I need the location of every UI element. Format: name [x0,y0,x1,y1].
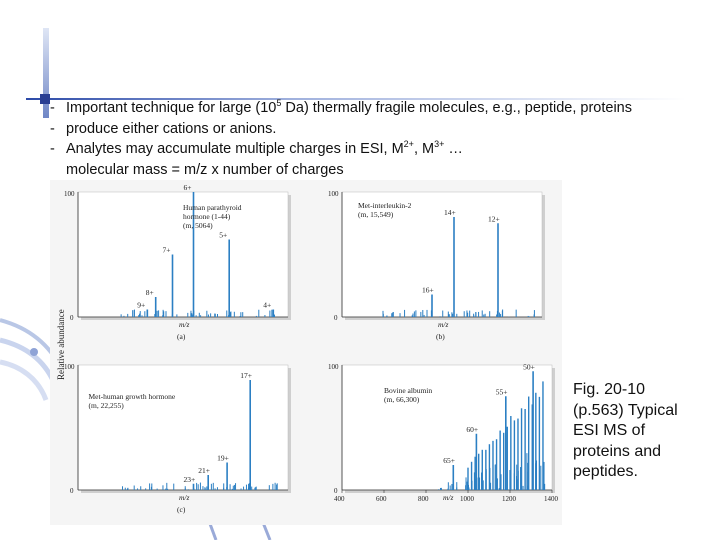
y-tick-label: 100 [64,363,75,371]
panel-title: (m, 22,255) [89,401,125,410]
panel-letter: (c) [177,505,186,514]
y-tick-label: 100 [64,190,75,198]
bullet-list: - Important technique for large (105 Da) … [50,98,710,180]
x-axis-label: m/z [443,493,454,502]
panel-frame [77,364,289,491]
y-tick-label: 0 [70,487,74,495]
y-tick-label: 0 [334,487,338,495]
peak-label: 19+ [217,454,229,463]
panel-letter: (b) [436,332,445,341]
panel-letter: (a) [177,332,186,341]
peak-label: 50+ [523,362,535,371]
bullet-mark: - [50,120,55,137]
panel-title: Met-human growth hormone [89,392,176,401]
x-axis-label: m/z [179,493,190,502]
peak-label: 65+ [443,456,455,465]
y-tick-label: 0 [70,314,74,322]
y-tick-label: 100 [328,363,339,371]
x-tick-label: 800 [418,495,429,503]
bullet-item-1: - Important technique for large (105 Da) … [50,98,710,119]
y-axis-label: Relative abundance [56,309,66,380]
panel-title: Human parathyroid [183,203,242,212]
peak-label: 21+ [198,466,210,475]
x-tick-label: 400 [334,495,345,503]
y-tick-label: 0 [334,314,338,322]
caption-line: proteins and [573,442,662,460]
peak-label: 8+ [146,288,154,297]
peak-label: 23+ [184,475,196,484]
caption-line: (p.563) Typical [573,401,678,419]
peak-label: 14+ [444,208,456,217]
panel-title: (m, 15,549) [358,210,394,219]
title-accent-bar [43,28,49,118]
title-accent-square [40,94,50,104]
bullet-mark: - [50,141,55,157]
bullet-item-3: - Analytes may accumulate multiple charge… [50,139,710,160]
panel-title: Met-interleukin-2 [358,201,412,210]
x-tick-label: 1200 [502,495,517,503]
title-accent-line [26,98,686,100]
caption-line: ESI MS of [573,422,646,439]
panel-title: hormone (1-44) [183,212,231,221]
peak-label: 5+ [219,231,227,240]
x-tick-label: 1400 [544,495,559,503]
bullet-item-2: - produce either cations or anions. [50,119,710,140]
peak-label: 6+ [184,183,192,192]
caption-line: peptides. [573,463,638,480]
panel-frame [341,191,543,318]
panel-title: (m, 66,300) [384,395,420,404]
peak-label: 17+ [240,371,252,380]
caption-line: Fig. 20-10 [573,381,646,398]
y-tick-label: 100 [328,190,339,198]
x-axis-label: m/z [179,320,190,329]
peak-label: 7+ [163,246,171,255]
x-axis-label: m/z [438,320,449,329]
bullet-item-4: molecular mass = m/z x number of charges [66,161,344,178]
figure-caption: Fig. 20-10 (p.563) Typical ESI MS of pro… [573,380,718,483]
panel-title: (m, 5064) [183,221,213,230]
peak-label: 4+ [263,301,271,310]
x-tick-label: 600 [376,495,387,503]
bullet-mark: - [50,100,55,116]
peak-label: 55+ [496,387,508,396]
panel-frame [77,191,289,318]
peak-label: 16+ [422,286,434,295]
peak-label: 9+ [137,301,145,310]
peak-label: 12+ [488,214,500,223]
x-tick-label: 1000 [460,495,475,503]
peak-label: 60+ [466,425,478,434]
panel-title: Bovine albumin [384,386,432,395]
